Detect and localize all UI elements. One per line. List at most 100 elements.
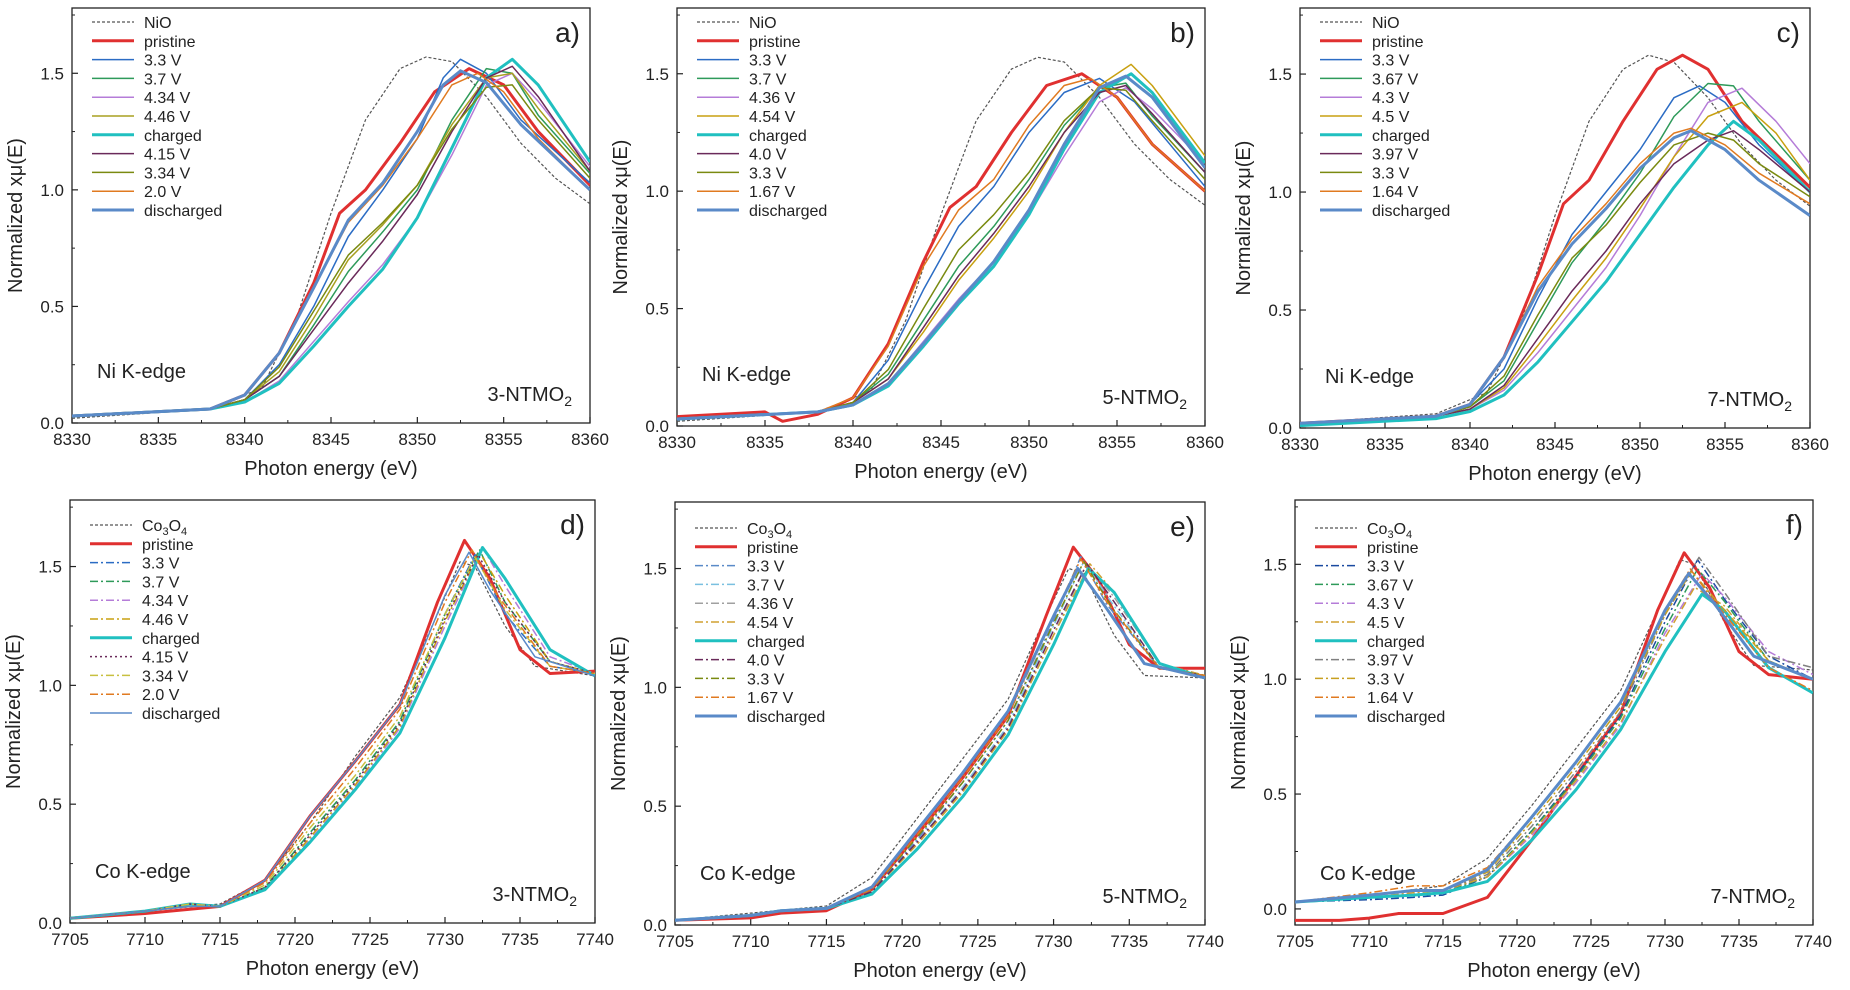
legend-label: 3.3 V <box>144 53 182 70</box>
y-axis-label: Normalized xμ(E) <box>5 138 27 293</box>
x-axis-label: Photon energy (eV) <box>853 960 1026 982</box>
x-tick-label: 7735 <box>1110 932 1148 951</box>
y-tick-label: 0.0 <box>643 916 667 935</box>
y-tick-label: 1.0 <box>643 678 667 697</box>
edge-annotation: Co K-edge <box>700 863 796 885</box>
series-line <box>677 77 1205 420</box>
y-tick-label: 1.0 <box>1268 183 1292 202</box>
edge-annotation: Ni K-edge <box>702 364 791 386</box>
legend-label: 3.7 V <box>144 71 182 88</box>
legend-label-formula: Co3O4 <box>142 518 187 538</box>
y-tick-label: 0.5 <box>645 300 669 319</box>
legend-label: pristine <box>749 34 801 51</box>
legend-label: 3.7 V <box>747 577 785 594</box>
legend-label: 3.3 V <box>1367 671 1405 688</box>
x-tick-label: 7710 <box>126 930 164 949</box>
legend-label: 4.5 V <box>1367 615 1405 632</box>
x-tick-label: 8350 <box>1010 433 1048 452</box>
y-tick-label: 1.5 <box>1263 555 1287 574</box>
legend-label: 1.64 V <box>1372 184 1419 201</box>
y-tick-label: 0.0 <box>645 417 669 436</box>
legend-label: discharged <box>144 203 222 220</box>
x-tick-label: 8335 <box>1366 435 1404 454</box>
legend-label: 4.15 V <box>144 147 191 164</box>
x-tick-label: 7720 <box>1498 932 1536 951</box>
x-tick-label: 8330 <box>1281 435 1319 454</box>
y-tick-label: 0.5 <box>38 795 62 814</box>
series-line <box>1300 54 1810 424</box>
x-tick-label: 7730 <box>1035 932 1073 951</box>
legend-label: pristine <box>1367 540 1419 557</box>
legend-label: 3.97 V <box>1367 653 1414 670</box>
x-tick-label: 7705 <box>1276 932 1314 951</box>
x-tick-label: 7715 <box>201 930 239 949</box>
legend-label: 4.34 V <box>142 593 189 610</box>
y-tick-label: 1.5 <box>40 64 64 83</box>
edge-annotation: Ni K-edge <box>97 361 186 383</box>
series-line <box>70 553 595 919</box>
x-tick-label: 8330 <box>658 433 696 452</box>
legend-label: 4.46 V <box>142 612 189 629</box>
x-tick-label: 7715 <box>808 932 846 951</box>
x-axis-label: Photon energy (eV) <box>246 958 419 980</box>
panel-label: f) <box>1786 509 1803 540</box>
y-axis-label: Normalized xμ(E) <box>1233 141 1255 296</box>
legend-label: 4.46 V <box>144 109 191 126</box>
x-tick-label: 7720 <box>276 930 314 949</box>
sample-annotation: 5-NTMO2 <box>1103 387 1188 412</box>
y-axis-label: Normalized xμ(E) <box>608 636 630 791</box>
legend-label: 3.3 V <box>747 559 785 576</box>
y-axis-label: Normalized xμ(E) <box>1228 635 1250 790</box>
chart-panel-e: 7705 7710 7715 7720 7725 7730 7735 7740 0.0 0.5 1.… <box>608 501 1224 982</box>
legend-label: 3.3 V <box>142 556 180 573</box>
x-tick-label: 8360 <box>571 430 609 449</box>
y-tick-label: 0.5 <box>643 797 667 816</box>
legend-label: 3.7 V <box>749 71 787 88</box>
legend-label: NiO <box>144 15 172 32</box>
legend-label: 4.0 V <box>747 653 785 670</box>
legend-label: discharged <box>142 706 220 723</box>
chart-panel-f: 7705 7710 7715 7720 7725 7730 7735 7740 0.0 0.5 1.… <box>1228 499 1832 982</box>
x-tick-label: 7710 <box>1350 932 1388 951</box>
x-axis-label: Photon energy (eV) <box>1468 463 1641 485</box>
legend-label: NiO <box>749 15 777 32</box>
y-axis-label: Normalized xμ(E) <box>3 634 25 789</box>
x-tick-label: 7710 <box>732 932 770 951</box>
legend-label: 4.3 V <box>1372 90 1410 107</box>
series-line <box>677 74 1205 421</box>
x-axis-label: Photon energy (eV) <box>854 461 1027 483</box>
x-tick-label: 7740 <box>1186 932 1224 951</box>
y-tick-label: 0.5 <box>40 297 64 316</box>
legend-label: 4.54 V <box>749 109 796 126</box>
legend-label-formula: Co3O4 <box>1367 521 1412 541</box>
legend-label: NiO <box>1372 15 1400 32</box>
x-tick-label: 7720 <box>883 932 921 951</box>
x-tick-label: 7730 <box>1646 932 1684 951</box>
panel-label: c) <box>1777 17 1800 48</box>
panel-label: e) <box>1170 511 1195 542</box>
series-line <box>70 549 595 919</box>
x-tick-label: 8345 <box>922 433 960 452</box>
x-tick-label: 7735 <box>1720 932 1758 951</box>
x-tick-label: 7705 <box>51 930 89 949</box>
series-line <box>1295 568 1813 903</box>
x-tick-label: 8335 <box>139 430 177 449</box>
legend-label: 3.3 V <box>749 165 787 182</box>
sample-annotation: 3-NTMO2 <box>493 884 578 909</box>
x-tick-label: 7740 <box>576 930 614 949</box>
x-tick-label: 8350 <box>1621 435 1659 454</box>
x-tick-label: 8335 <box>746 433 784 452</box>
series-line <box>1295 558 1813 903</box>
legend-label: 3.7 V <box>142 574 180 591</box>
series-line <box>72 69 590 418</box>
series-line <box>70 551 595 919</box>
legend-label: pristine <box>142 537 194 554</box>
series-line <box>70 546 595 919</box>
y-tick-label: 1.0 <box>38 676 62 695</box>
y-tick-label: 1.5 <box>38 558 62 577</box>
legend-label: discharged <box>1372 203 1450 220</box>
series-line <box>675 563 1205 921</box>
chart-panel-a: 8330 8335 8340 8345 8350 8355 8360 0.0 0.5 1.0 1.5… <box>5 7 609 480</box>
x-tick-label: 7725 <box>351 930 389 949</box>
legend-label: 4.54 V <box>747 615 794 632</box>
